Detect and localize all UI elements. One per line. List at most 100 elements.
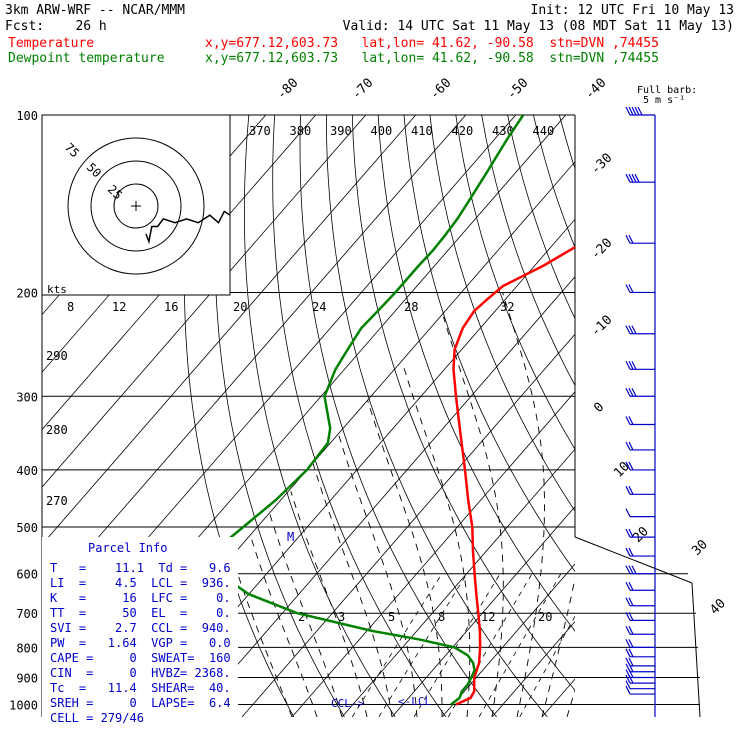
parcel-info-row: T = 11.1 Td = 9.6 [50, 561, 231, 575]
wind-barb-flag [628, 581, 634, 591]
mixing-ratio-line [351, 573, 443, 717]
pressure-tick-label: 400 [16, 464, 38, 478]
wind-barb-flag [634, 173, 640, 183]
theta-label: 390 [330, 124, 352, 138]
lcl-marker: <-LCL [398, 695, 431, 708]
parcel-info-panel: Parcel Info T = 11.1 Td = 9.6LI = 4.5 LC… [42, 537, 238, 725]
pressure-tick-label: 900 [16, 672, 38, 686]
moist-adiabat [592, 293, 725, 718]
wind-barb-flag [628, 416, 634, 425]
wind-barb-flag [628, 597, 634, 607]
wind-barb-flag [625, 486, 631, 495]
wind-barb-flag [628, 648, 634, 658]
dry-adiabat [611, 115, 740, 717]
parcel-info-row: K = 16 LFC = 0. [50, 591, 231, 605]
parcel-info-row: SREH = 0 LAPSE= 6.4 [50, 696, 231, 710]
isotherm-label: -60 [427, 76, 454, 103]
theta-label: 370 [249, 124, 271, 138]
wind-barb-flag [625, 674, 631, 684]
mixing-ratio-line [378, 573, 468, 717]
wind-barb-flag [625, 639, 631, 648]
dry-adiabat [377, 115, 575, 632]
isotherm [42, 115, 367, 488]
wind-barb-flag [628, 663, 634, 673]
wind-barb-flag [628, 565, 634, 574]
temperature-station-info: x,y=677.12,603.73 lat,lon= 41.62, -90.58… [205, 36, 659, 51]
pressure-tick-label: 600 [16, 568, 38, 582]
isotherm [391, 506, 575, 717]
mixing-ratio-label: 8 [438, 610, 445, 624]
wind-barb-flag [628, 674, 634, 684]
pressure-tick-label: 500 [16, 521, 38, 535]
dry-adiabat [481, 115, 575, 387]
hodograph-speed-label: 24 [312, 300, 326, 314]
wind-barb-flag [625, 461, 631, 471]
isotherm [42, 115, 467, 603]
wind-barb-flag [628, 106, 634, 116]
theta-side-label: 280 [46, 423, 68, 437]
wind-barb-flag [625, 581, 631, 591]
mixing-ratio-label: 20 [538, 610, 552, 624]
theta-label: 430 [492, 124, 514, 138]
parcel-info-row: CAPE = 0 SWEAT= 160 [50, 651, 231, 665]
isotherm-label: 40 [707, 596, 729, 618]
wind-barb-flag [625, 361, 631, 370]
wind-barb-flag [631, 387, 637, 397]
wind-barb-flag [625, 284, 631, 293]
isotherm [592, 115, 740, 717]
wind-barb-flag [625, 625, 631, 635]
dry-adiabat [558, 115, 575, 170]
dry-adiabat [507, 115, 575, 320]
pressure-tick-label: 200 [16, 286, 38, 300]
hodograph-speed-label: 16 [164, 300, 178, 314]
dry-adiabat [715, 115, 740, 717]
wind-barb-flag [628, 639, 634, 648]
hodograph-speed-label: 32 [500, 300, 514, 314]
right-axis-lower [691, 582, 701, 718]
wind-barb-flag [631, 361, 637, 370]
wind-barb-flag [628, 441, 634, 451]
isotherm [441, 563, 575, 717]
wind-barb-flag [628, 173, 634, 183]
parcel-info-row: PW = 1.64 VGP = 0.0 [50, 636, 231, 650]
theta-label: 410 [411, 124, 433, 138]
isotherm [291, 391, 575, 717]
wind-barb-flag [625, 612, 631, 621]
dry-adiabat [455, 115, 575, 451]
isotherm [191, 276, 575, 717]
wind-barb-flag [625, 416, 631, 425]
hodograph-unit-label: kts [47, 283, 67, 296]
mixing-ratio-line [478, 573, 562, 717]
wind-barb-flag [628, 486, 634, 495]
wind-barb-flag [625, 387, 631, 397]
theta-side-label: 270 [46, 494, 68, 508]
dry-adiabat [663, 115, 740, 717]
wind-barb-flag [625, 173, 631, 183]
hodograph-speed-label: 28 [404, 300, 418, 314]
wind-barb-flag [625, 547, 631, 557]
dry-adiabat [689, 115, 740, 717]
theta-label: 420 [452, 124, 474, 138]
hodograph-speed-label: 8 [67, 300, 74, 314]
mixing-ratio-label: 2 [298, 610, 305, 624]
parcel-info-row: CELL = 279/46 [50, 711, 144, 725]
pressure-tick-label: 300 [16, 390, 38, 404]
pressure-tick-label: 800 [16, 641, 38, 655]
parcel-info-row: CIN = 0 HVBZ= 2368. [50, 666, 231, 680]
theta-side-label: 290 [46, 349, 68, 363]
hodograph-speed-label: 20 [233, 300, 247, 314]
wind-barb-flag [628, 657, 634, 667]
wind-barb-flag [628, 547, 634, 557]
wind-barb-flag [628, 387, 634, 397]
init-time: Init: 12 UTC Fri 10 May 13 [530, 3, 735, 18]
mixing-ratio-lines [351, 573, 575, 717]
isotherm [42, 115, 417, 546]
mixing-ratio-label: 12 [481, 610, 495, 624]
wind-barbs [625, 106, 656, 717]
wind-barb-flag [628, 284, 634, 293]
dry-adiabat [326, 115, 548, 717]
moist-adiabat [541, 576, 575, 717]
